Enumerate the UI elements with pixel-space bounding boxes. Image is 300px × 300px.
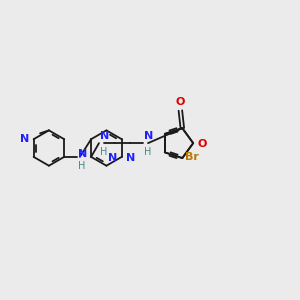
Text: O: O [176,97,185,106]
Text: N: N [78,149,87,159]
Text: H: H [100,147,107,157]
Text: Br: Br [185,152,199,162]
Text: N: N [100,131,109,141]
Text: H: H [78,161,85,171]
Text: N: N [108,153,118,163]
Text: N: N [126,153,135,163]
Text: N: N [20,134,30,144]
Text: H: H [144,147,152,157]
Text: N: N [144,131,153,141]
Text: O: O [197,139,206,149]
